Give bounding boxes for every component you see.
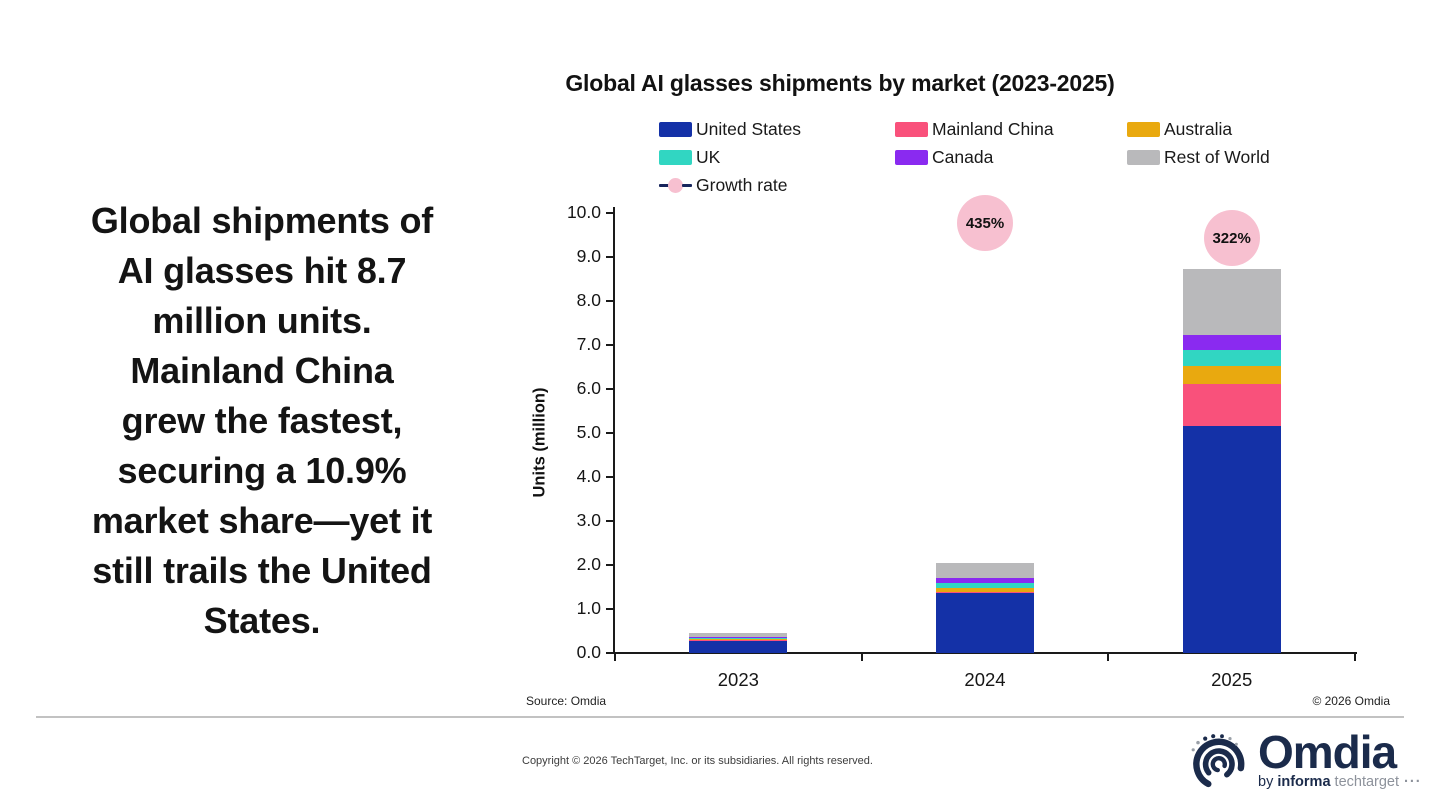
source-note: Source: Omdia [526,694,607,708]
legend-growth-rate-marker [659,177,692,193]
divider-line [36,716,1404,718]
legend-label: Growth rate [696,174,788,195]
legend-swatch [1127,121,1160,137]
legend-label: Mainland China [932,118,1054,139]
omdia-wordmark: Omdia [1258,726,1397,778]
legend-item: UK [659,146,895,168]
y-axis-tick [606,520,615,522]
y-axis-tick-label: 3.0 [576,510,601,530]
bar-segment-uk [936,583,1034,588]
x-axis-tick [1354,652,1356,661]
bar-segment-rest-of-world [689,633,788,637]
legend-label: Rest of World [1164,146,1270,167]
y-axis-tick [606,432,615,434]
growth-rate-bubble: 435% [957,195,1013,251]
y-axis-tick-label: 7.0 [576,334,601,354]
y-axis-tick-label: 4.0 [576,466,601,486]
y-axis-tick-label: 6.0 [576,378,601,398]
y-axis-tick-label: 8.0 [576,290,601,310]
legend-item: Rest of World [1127,146,1367,168]
bar-segment-australia [936,588,1034,592]
y-axis-tick-label: 9.0 [576,246,601,266]
legend-item: Growth rate [659,174,895,196]
y-axis-tick [606,476,615,478]
summary-text: Global shipments of AI glasses hit 8.7 m… [90,200,434,641]
y-axis-tick [606,564,615,566]
x-axis-tick [614,652,616,661]
bar-segment-mainland-china [936,592,1034,593]
bar-segment-canada [1182,335,1281,350]
legend-swatch [659,121,692,137]
y-axis-tick [606,344,615,346]
x-axis-category-label: 2025 [1211,669,1253,690]
bar-segment-mainland-china [689,640,788,641]
tagline-informa: informa [1277,774,1331,790]
legend-label: United States [696,118,802,139]
bar-segment-united-states [1182,426,1281,653]
bar-segment-australia [1182,366,1281,384]
omdia-spiral-icon [1191,734,1245,790]
y-axis-tick [606,608,615,610]
legend-item: United States [659,118,895,140]
legend-swatch [895,149,928,165]
y-axis-tick-label: 2.0 [576,554,601,574]
y-axis-tick [606,652,615,654]
bar-segment-canada [936,578,1034,583]
bar-segment-uk [689,638,788,639]
bar-segment-rest-of-world [936,563,1034,578]
y-axis-line [613,207,615,653]
y-axis-tick-label: 5.0 [576,422,601,442]
bar-segment-united-states [936,593,1034,653]
omdia-logo: Omdia by informa techtarget ··· [1186,726,1421,796]
bar-segment-rest-of-world [1182,269,1281,335]
bar-segment-uk [1182,350,1281,366]
bar-segment-united-states [689,641,788,653]
chart-copyright: © 2026 Omdia [1312,694,1390,708]
chart-title: Global AI glasses shipments by market (2… [565,70,1115,96]
x-axis-category-label: 2023 [717,669,759,690]
x-axis-tick [860,652,863,661]
legend-swatch [895,121,928,137]
x-axis-category-label: 2024 [964,669,1006,690]
y-axis-tick-label: 10.0 [566,202,601,222]
x-axis-tick [1107,652,1110,661]
tagline-techtarget: techtarget [1330,774,1400,790]
chart-legend: United States Mainland China Australia UK Ca… [659,118,1367,196]
legend-item: Australia [1127,118,1367,140]
y-axis-tick [606,300,615,302]
growth-rate-bubble: 322% [1203,210,1260,266]
y-axis-tick-label: 0.0 [576,642,601,662]
legend-label: Australia [1164,118,1233,139]
omdia-tagline: by informa techtarget ··· [1258,774,1422,790]
legend-swatch [1127,149,1160,165]
tagline-dots: ··· [1399,774,1422,790]
y-axis-tick [606,256,615,258]
y-axis-tick-label: 1.0 [576,598,601,618]
legend-item: Mainland China [895,118,1127,140]
bar-segment-australia [689,639,788,640]
plot-area: 0.0 1.0 2.0 3.0 4.0 5.0 6.0 7.0 8.0 9.0 10.0 2023 20… [567,195,1356,690]
legend-item: Canada [895,146,1127,168]
bar-segment-mainland-china [1182,384,1281,426]
y-axis-tick [606,212,615,214]
legend-label: Canada [932,146,994,167]
x-axis-line [613,652,1357,654]
legend-label: UK [696,146,721,167]
y-axis-tick [606,388,615,390]
bar-segment-canada [689,637,788,638]
tagline-by: by [1258,774,1278,790]
page-copyright: Copyright © 2026 TechTarget, Inc. or its… [522,755,873,767]
legend-swatch [659,149,692,165]
